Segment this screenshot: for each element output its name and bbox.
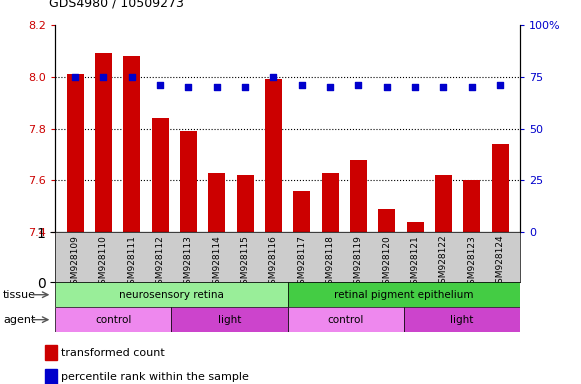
Point	[467, 84, 476, 90]
Bar	[288, 282, 520, 307]
Bar	[463, 180, 480, 232]
Point	[70, 74, 80, 80]
Text: GSM928122: GSM928122	[439, 235, 448, 290]
Text: retinal pigment epithelium: retinal pigment epithelium	[334, 290, 474, 300]
Text: GSM928120: GSM928120	[382, 235, 391, 290]
Bar	[171, 307, 288, 332]
Point	[496, 82, 505, 88]
Bar	[123, 56, 140, 232]
Bar	[67, 74, 84, 232]
Text: control: control	[328, 314, 364, 325]
Text: transformed count: transformed count	[62, 348, 165, 358]
Text: GSM928119: GSM928119	[354, 235, 363, 290]
Text: GSM928111: GSM928111	[127, 235, 136, 290]
Bar	[55, 307, 171, 332]
Text: GSM928116: GSM928116	[269, 235, 278, 290]
Point	[99, 74, 108, 80]
Bar	[95, 53, 112, 232]
Text: GSM928109: GSM928109	[70, 235, 80, 290]
Text: GSM928121: GSM928121	[411, 235, 419, 290]
Text: GSM928114: GSM928114	[212, 235, 221, 290]
Point	[354, 82, 363, 88]
Text: agent: agent	[3, 314, 35, 325]
Bar	[350, 160, 367, 232]
Text: light: light	[450, 314, 474, 325]
Point	[411, 84, 420, 90]
Text: GSM928112: GSM928112	[156, 235, 164, 290]
Point	[382, 84, 392, 90]
Text: percentile rank within the sample: percentile rank within the sample	[62, 372, 249, 382]
Point	[297, 82, 306, 88]
Bar	[293, 191, 310, 232]
Point	[184, 84, 193, 90]
Text: GSM928115: GSM928115	[241, 235, 250, 290]
Bar	[55, 282, 288, 307]
Text: GSM928113: GSM928113	[184, 235, 193, 290]
Bar	[152, 118, 168, 232]
Bar	[208, 173, 225, 232]
Point	[269, 74, 278, 80]
Bar	[407, 222, 424, 232]
Bar	[404, 307, 520, 332]
Bar	[45, 369, 56, 384]
Point	[439, 84, 448, 90]
Bar	[435, 175, 452, 232]
Bar	[236, 175, 253, 232]
Text: GSM928110: GSM928110	[99, 235, 108, 290]
Text: tissue: tissue	[3, 290, 36, 300]
Text: light: light	[218, 314, 241, 325]
Bar	[378, 209, 395, 232]
Text: neurosensory retina: neurosensory retina	[119, 290, 224, 300]
Bar	[265, 79, 282, 232]
Text: GSM928118: GSM928118	[325, 235, 335, 290]
Point	[241, 84, 250, 90]
Point	[155, 82, 164, 88]
Bar	[180, 131, 197, 232]
Text: GDS4980 / 10509273: GDS4980 / 10509273	[49, 0, 184, 10]
Point	[127, 74, 137, 80]
Text: GSM928117: GSM928117	[297, 235, 306, 290]
Bar	[288, 307, 404, 332]
Text: GSM928123: GSM928123	[467, 235, 476, 290]
Text: GSM928124: GSM928124	[496, 235, 505, 290]
Bar	[322, 173, 339, 232]
Bar	[492, 144, 508, 232]
Bar	[45, 345, 56, 360]
Point	[325, 84, 335, 90]
Point	[212, 84, 221, 90]
Text: control: control	[95, 314, 131, 325]
